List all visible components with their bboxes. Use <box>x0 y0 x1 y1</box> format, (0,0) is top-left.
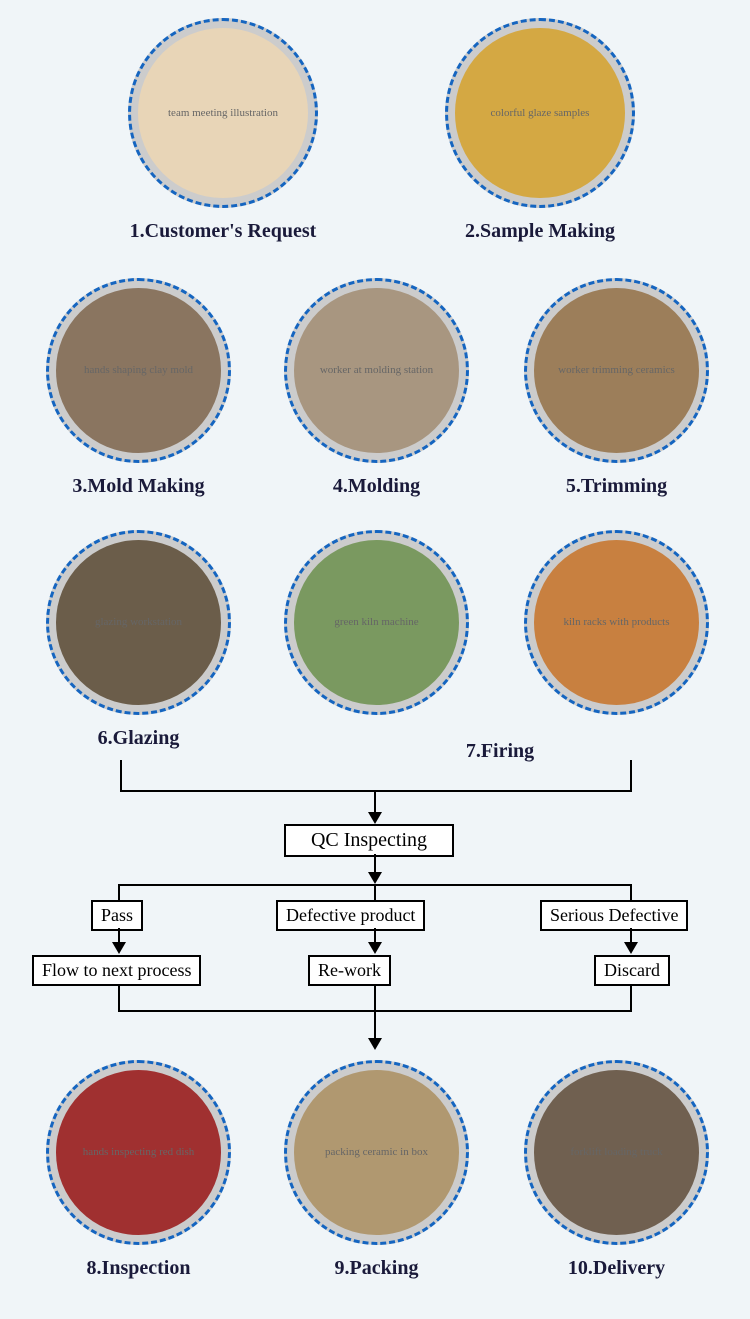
flow-line <box>630 984 632 1010</box>
step-circle: hands inspecting red dish <box>46 1060 231 1245</box>
arrow-down-icon <box>368 812 382 824</box>
step-firing-b: kiln racks with products <box>524 530 709 715</box>
step-image-placeholder: glazing workstation <box>56 540 221 705</box>
step-image-placeholder: colorful glaze samples <box>455 28 624 197</box>
step-circle: packing ceramic in box <box>284 1060 469 1245</box>
step-molding: worker at molding station 4.Molding <box>284 278 469 498</box>
step-trimming: worker trimming ceramics 5.Trimming <box>524 278 709 498</box>
step-image-placeholder: hands inspecting red dish <box>56 1070 221 1235</box>
step-image-placeholder: kiln racks with products <box>534 540 699 705</box>
pass-box: Pass <box>91 900 143 931</box>
step-packing: packing ceramic in box 9.Packing <box>284 1060 469 1280</box>
flow-line <box>630 760 632 790</box>
flow-line <box>374 1010 376 1040</box>
step-sample-making: colorful glaze samples 2.Sample Making <box>445 18 635 243</box>
flow-line <box>120 790 632 792</box>
flow-line <box>374 790 376 814</box>
step-firing-a: green kiln machine <box>284 530 469 715</box>
step-mold-making: hands shaping clay mold 3.Mold Making <box>46 278 231 498</box>
step-label: 10.Delivery <box>524 1257 709 1280</box>
step-circle: forklift loading truck <box>524 1060 709 1245</box>
step-label: 3.Mold Making <box>46 475 231 498</box>
step-glazing: glazing workstation 6.Glazing <box>46 530 231 750</box>
step-circle: kiln racks with products <box>524 530 709 715</box>
arrow-down-icon <box>624 942 638 954</box>
flow-line <box>630 884 632 900</box>
step-image-placeholder: green kiln machine <box>294 540 459 705</box>
step-circle: team meeting illustration <box>128 18 318 208</box>
step-label: 6.Glazing <box>46 727 231 750</box>
step-label: 4.Molding <box>284 475 469 498</box>
step-inspection: hands inspecting red dish 8.Inspection <box>46 1060 231 1280</box>
step-label: 2.Sample Making <box>445 220 635 243</box>
step-customer-request: team meeting illustration 1.Customer's R… <box>128 18 318 243</box>
step-circle: glazing workstation <box>46 530 231 715</box>
step-label: 9.Packing <box>284 1257 469 1280</box>
step-image-placeholder: packing ceramic in box <box>294 1070 459 1235</box>
flow-line <box>120 760 122 790</box>
flow-line <box>374 884 376 900</box>
discard-box: Discard <box>594 955 670 986</box>
step-image-placeholder: team meeting illustration <box>138 28 307 197</box>
rework-box: Re-work <box>308 955 391 986</box>
step-delivery: forklift loading truck 10.Delivery <box>524 1060 709 1280</box>
step-image-placeholder: worker trimming ceramics <box>534 288 699 453</box>
step-circle: worker at molding station <box>284 278 469 463</box>
step-label-firing: 7.Firing <box>440 740 560 763</box>
step-circle: hands shaping clay mold <box>46 278 231 463</box>
step-label: 8.Inspection <box>46 1257 231 1280</box>
flow-line <box>374 984 376 1010</box>
defective-box: Defective product <box>276 900 425 931</box>
flow-line <box>118 984 120 1010</box>
step-image-placeholder: hands shaping clay mold <box>56 288 221 453</box>
step-image-placeholder: forklift loading truck <box>534 1070 699 1235</box>
qc-inspecting-box: QC Inspecting <box>284 824 454 857</box>
flow-next-box: Flow to next process <box>32 955 201 986</box>
serious-defective-box: Serious Defective <box>540 900 688 931</box>
step-label: 1.Customer's Request <box>128 220 318 243</box>
step-circle: worker trimming ceramics <box>524 278 709 463</box>
step-image-placeholder: worker at molding station <box>294 288 459 453</box>
flow-line <box>374 854 376 874</box>
step-label: 5.Trimming <box>524 475 709 498</box>
step-circle: green kiln machine <box>284 530 469 715</box>
step-circle: colorful glaze samples <box>445 18 635 208</box>
arrow-down-icon <box>368 1038 382 1050</box>
arrow-down-icon <box>112 942 126 954</box>
flow-line <box>118 884 120 900</box>
arrow-down-icon <box>368 872 382 884</box>
arrow-down-icon <box>368 942 382 954</box>
